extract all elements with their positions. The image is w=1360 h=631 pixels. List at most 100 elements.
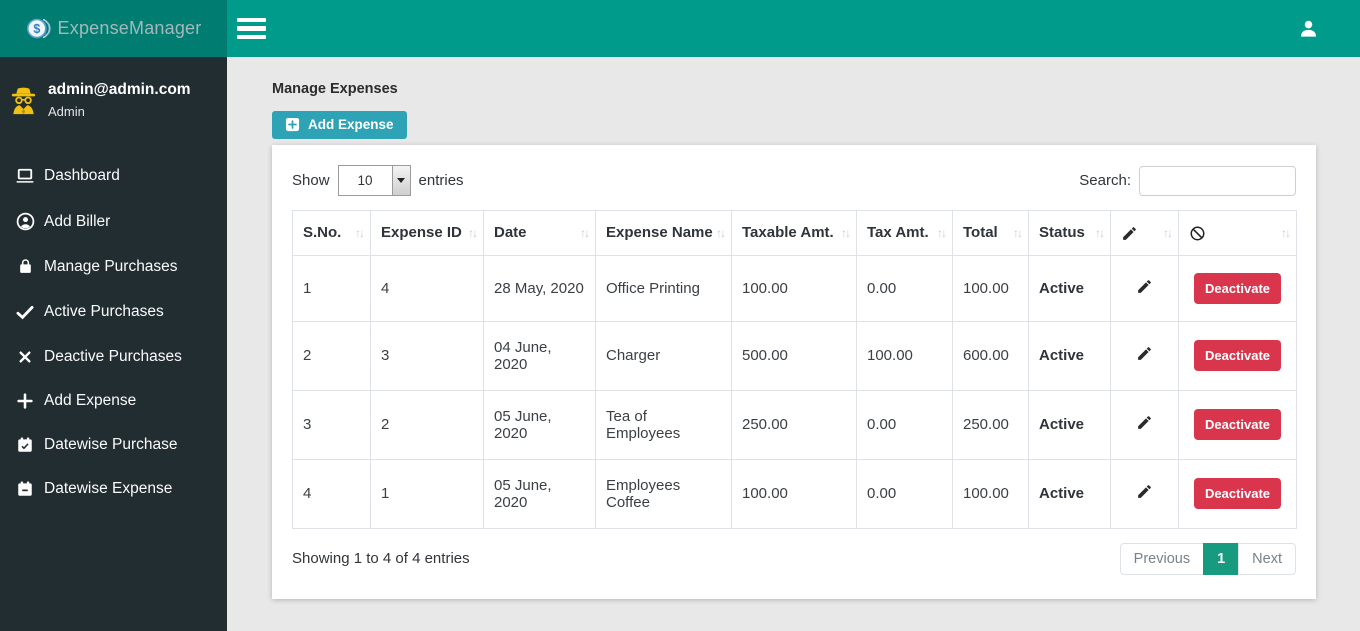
laptop-icon: [15, 166, 35, 186]
cell-sno: 3: [292, 389, 371, 460]
cell-edit: [1110, 320, 1179, 391]
plus-icon: [15, 392, 35, 410]
header-expense-name[interactable]: Expense Name: [595, 210, 732, 256]
expenses-table: S.No. Expense ID Date Expense Name Taxab…: [292, 210, 1297, 529]
brand-logo[interactable]: $ ExpenseManager: [0, 0, 227, 57]
page-length-value: 10: [357, 173, 373, 188]
pagination-next[interactable]: Next: [1238, 542, 1296, 575]
cell-tax-amt: 100.00: [856, 320, 953, 391]
sidebar-item-add-biller[interactable]: Add Biller: [0, 199, 227, 244]
dollar-coin-icon: $: [26, 17, 53, 40]
deactivate-button[interactable]: Deactivate: [1193, 409, 1282, 441]
cell-expense-id: 3: [370, 320, 484, 391]
deactivate-button[interactable]: Deactivate: [1193, 478, 1282, 510]
cell-sno: 4: [292, 458, 371, 529]
cell-taxable-amt: 100.00: [731, 458, 857, 529]
page-title: Manage Expenses: [272, 81, 398, 97]
user-circle-icon: [15, 212, 35, 231]
plus-square-icon: [285, 117, 300, 132]
cell-tax-amt: 0.00: [856, 254, 953, 322]
pagination-page-1[interactable]: 1: [1203, 542, 1240, 575]
header-edit[interactable]: [1110, 210, 1179, 256]
table-header-row: S.No. Expense ID Date Expense Name Taxab…: [292, 210, 1297, 256]
sidebar-item-label: Datewise Purchase: [44, 436, 178, 453]
sidebar-item-datewise-purchase[interactable]: Datewise Purchase: [0, 423, 227, 467]
header-date[interactable]: Date: [483, 210, 596, 256]
sidebar-user-info: admin@admin.com Admin: [48, 81, 191, 119]
cell-status: Active: [1028, 254, 1111, 322]
cell-expense-name: Employees Coffee: [595, 458, 732, 529]
sidebar-item-label: Manage Purchases: [44, 257, 178, 275]
sidebar-item-label: Add Biller: [44, 212, 111, 230]
header-taxable-amt[interactable]: Taxable Amt.: [731, 210, 857, 256]
cell-total: 100.00: [952, 254, 1029, 322]
cell-action: Deactivate: [1178, 254, 1297, 322]
pagination-previous[interactable]: Previous: [1119, 542, 1205, 575]
sidebar-user-block: admin@admin.com Admin: [0, 57, 227, 139]
cell-date: 05 June, 2020: [483, 389, 596, 460]
hamburger-icon[interactable]: [237, 17, 266, 40]
sidebar-item-add-expense[interactable]: Add Expense: [0, 379, 227, 423]
header-expense-id[interactable]: Expense ID: [370, 210, 484, 256]
cell-total: 600.00: [952, 320, 1029, 391]
cell-expense-id: 4: [370, 254, 484, 322]
page-length-select[interactable]: 10: [337, 165, 411, 196]
table-controls: Show 10 entries Search:: [292, 165, 1296, 196]
table-row: 3 2 05 June, 2020 Tea of Employees 250.0…: [292, 389, 1297, 460]
entries-label: entries: [418, 172, 464, 189]
user-email: admin@admin.com: [48, 81, 191, 98]
cell-action: Deactivate: [1178, 320, 1297, 391]
sidebar-item-active-purchases[interactable]: Active Purchases: [0, 289, 227, 335]
cell-status: Active: [1028, 389, 1111, 460]
edit-pencil-icon[interactable]: [1136, 278, 1153, 295]
calendar-minus-icon: [15, 480, 35, 498]
sidebar-item-datewise-expense[interactable]: Datewise Expense: [0, 467, 227, 511]
sidebar-item-manage-purchases[interactable]: Manage Purchases: [0, 244, 227, 289]
edit-pencil-icon[interactable]: [1136, 483, 1153, 500]
svg-text:$: $: [33, 22, 40, 36]
cell-expense-name: Charger: [595, 320, 732, 391]
search-label: Search:: [1079, 172, 1131, 189]
cell-action: Deactivate: [1178, 458, 1297, 529]
cell-sno: 1: [292, 254, 371, 322]
user-role: Admin: [48, 104, 85, 119]
sidebar: admin@admin.com Admin Dashboard Add Bill…: [0, 57, 227, 631]
deactivate-button[interactable]: Deactivate: [1193, 340, 1282, 372]
header-bar: [227, 0, 1360, 57]
deactivate-button[interactable]: Deactivate: [1193, 272, 1282, 304]
edit-pencil-icon[interactable]: [1136, 414, 1153, 431]
header-tax-amt[interactable]: Tax Amt.: [856, 210, 953, 256]
sidebar-item-label: Active Purchases: [44, 303, 164, 320]
header-deactivate[interactable]: [1178, 210, 1297, 256]
header-total[interactable]: Total: [952, 210, 1029, 256]
sidebar-item-label: Add Expense: [44, 392, 137, 409]
cell-taxable-amt: 250.00: [731, 389, 857, 460]
search-input[interactable]: [1139, 165, 1296, 196]
header-sno[interactable]: S.No.: [292, 210, 371, 256]
topbar: $ ExpenseManager: [0, 0, 1360, 57]
cell-date: 28 May, 2020: [483, 254, 596, 322]
spy-icon: [7, 85, 39, 116]
table-row: 2 3 04 June, 2020 Charger 500.00 100.00 …: [292, 320, 1297, 391]
sidebar-item-label: Dashboard: [44, 167, 120, 184]
x-icon: [15, 349, 35, 365]
cell-expense-id: 2: [370, 389, 484, 460]
cell-taxable-amt: 500.00: [731, 320, 857, 391]
cell-total: 250.00: [952, 389, 1029, 460]
cell-action: Deactivate: [1178, 389, 1297, 460]
cell-date: 04 June, 2020: [483, 320, 596, 391]
page-length-control: Show 10 entries: [292, 165, 464, 196]
cell-edit: [1110, 458, 1179, 529]
add-expense-button[interactable]: Add Expense: [272, 111, 407, 139]
sidebar-item-dashboard[interactable]: Dashboard: [0, 153, 227, 199]
sidebar-menu: Dashboard Add Biller Manage Purchases Ac…: [0, 153, 227, 511]
edit-pencil-icon[interactable]: [1136, 345, 1153, 362]
cell-status: Active: [1028, 458, 1111, 529]
sidebar-item-deactive-purchases[interactable]: Deactive Purchases: [0, 335, 227, 379]
pagination: Previous 1 Next: [1119, 542, 1296, 575]
person-icon[interactable]: [1298, 18, 1319, 39]
header-status[interactable]: Status: [1028, 210, 1111, 256]
cell-tax-amt: 0.00: [856, 458, 953, 529]
cell-expense-name: Tea of Employees: [595, 389, 732, 460]
pencil-icon: [1121, 225, 1138, 242]
